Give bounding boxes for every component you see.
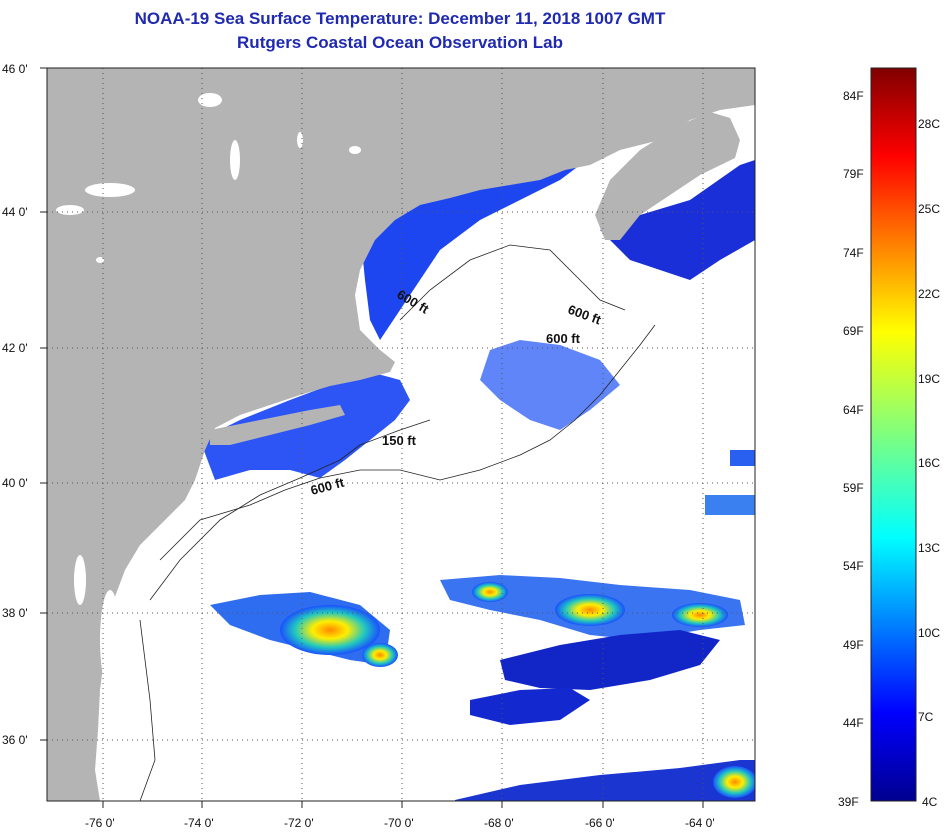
map-subtitle: Rutgers Coastal Ocean Observation Lab bbox=[237, 33, 563, 52]
colorbar-c-label: 19C bbox=[918, 372, 941, 386]
isobath-label-4: 150 ft bbox=[382, 433, 417, 448]
map-frame bbox=[46, 67, 756, 802]
colorbar-c-label: 7C bbox=[918, 710, 934, 724]
warm-eddy-4 bbox=[472, 582, 508, 602]
colorbar-f-label: 59F bbox=[843, 481, 864, 495]
inland-lakes bbox=[56, 93, 361, 690]
slope-water-band-2 bbox=[470, 688, 590, 725]
map-title: NOAA-19 Sea Surface Temperature: Decembe… bbox=[134, 9, 666, 28]
lat-label: 38 0' bbox=[2, 606, 28, 620]
east-shelf-band bbox=[705, 495, 755, 515]
colorbar-c-label: 22C bbox=[918, 287, 941, 301]
land-mainland bbox=[47, 68, 755, 801]
lon-label: -68 0' bbox=[484, 816, 514, 830]
lon-label: -74 0' bbox=[184, 816, 214, 830]
lon-label: -66 0' bbox=[585, 816, 615, 830]
lat-label: 42 0' bbox=[2, 341, 28, 355]
colorbar-c-label: 25C bbox=[918, 202, 941, 216]
colorbar-f-label: 54F bbox=[843, 559, 864, 573]
colorbar-f-label: 84F bbox=[843, 89, 864, 103]
warm-eddy-3 bbox=[555, 594, 625, 626]
slope-water-band bbox=[500, 630, 720, 690]
graticule bbox=[47, 68, 755, 801]
colorbar-c-label: 28C bbox=[918, 117, 941, 131]
colorbar-f-label: 74F bbox=[843, 246, 864, 260]
lat-label: 44 0' bbox=[2, 205, 28, 219]
colorbar-c-label: 10C bbox=[918, 626, 941, 640]
isobath-label-3: 600 ft bbox=[546, 331, 581, 346]
lon-label: -64 0' bbox=[685, 816, 715, 830]
colorbar-c-label: 4C bbox=[922, 795, 938, 809]
southern-cold-strip bbox=[455, 760, 755, 801]
lon-label: -70 0' bbox=[384, 816, 414, 830]
nova-scotia bbox=[595, 112, 740, 240]
scotian-shelf-cold-water bbox=[600, 160, 755, 280]
map-field bbox=[47, 68, 755, 801]
colorbar-f-label: 64F bbox=[843, 403, 864, 417]
colorbar bbox=[870, 67, 917, 802]
warm-eddy-1 bbox=[280, 605, 380, 655]
long-island bbox=[210, 405, 345, 445]
georges-bank-patches bbox=[480, 340, 620, 430]
lat-label: 36 0' bbox=[2, 733, 28, 747]
frame-ticks bbox=[40, 67, 704, 808]
colorbar-f-label: 44F bbox=[843, 716, 864, 730]
lon-label: -76 0' bbox=[85, 816, 115, 830]
colorbar-c-label: 13C bbox=[918, 541, 941, 555]
lat-label: 46 0' bbox=[2, 62, 28, 76]
warm-eddy-6 bbox=[713, 766, 755, 798]
colorbar-f-label: 49F bbox=[843, 638, 864, 652]
colorbar-f-label: 69F bbox=[843, 324, 864, 338]
lon-label: -72 0' bbox=[284, 816, 314, 830]
colorbar-f-label: 79F bbox=[843, 167, 864, 181]
east-shelf-band-2 bbox=[730, 450, 755, 466]
warm-eddy-2 bbox=[362, 643, 398, 667]
warm-eddy-5 bbox=[672, 603, 728, 627]
isobaths bbox=[139, 244, 656, 801]
colorbar-c-label: 16C bbox=[918, 456, 941, 470]
lat-label: 40 0' bbox=[2, 476, 28, 490]
colorbar-f-label: 39F bbox=[838, 795, 859, 809]
